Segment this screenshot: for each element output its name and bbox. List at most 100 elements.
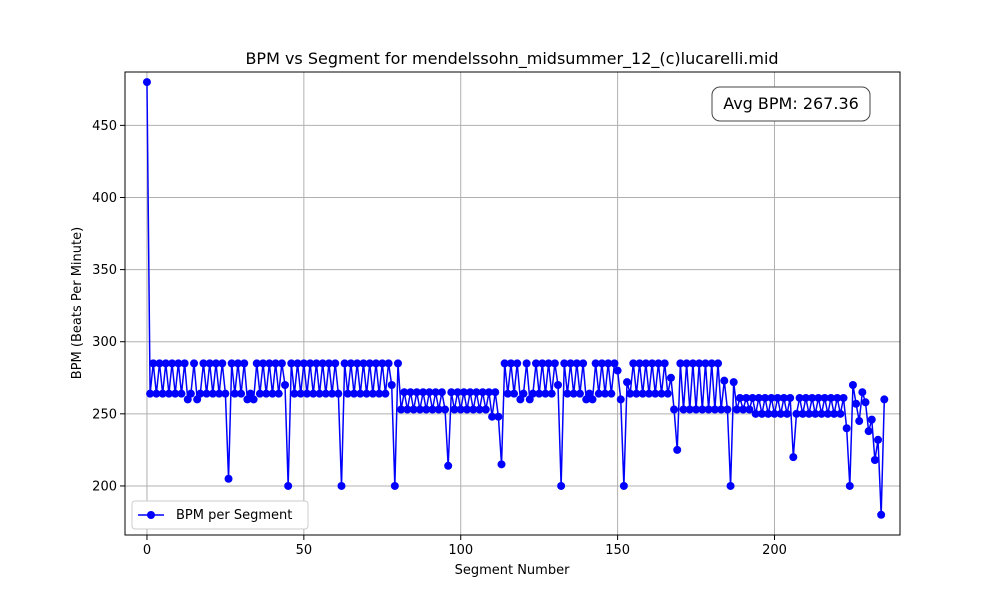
data-point — [858, 388, 867, 397]
data-point — [623, 378, 632, 387]
data-point — [230, 389, 239, 398]
data-point — [302, 389, 311, 398]
data-point — [666, 373, 675, 382]
data-point — [368, 389, 377, 398]
data-point — [428, 405, 437, 414]
data-point — [459, 388, 468, 397]
data-point — [594, 389, 603, 398]
data-point — [864, 427, 873, 436]
data-point — [619, 481, 628, 490]
data-point — [550, 359, 559, 368]
data-point — [249, 395, 258, 404]
y-tick-label: 350 — [92, 263, 117, 278]
data-point — [569, 389, 578, 398]
data-point — [350, 389, 359, 398]
data-point — [767, 393, 776, 402]
data-point — [174, 359, 183, 368]
data-point — [488, 412, 497, 421]
data-point — [751, 409, 760, 418]
data-point — [415, 405, 424, 414]
data-point — [309, 389, 318, 398]
data-point — [870, 456, 879, 464]
data-point — [406, 388, 415, 397]
data-point — [855, 417, 864, 426]
data-point — [463, 405, 471, 414]
data-point — [720, 376, 729, 385]
data-point — [506, 359, 515, 368]
data-point — [328, 389, 337, 398]
data-point — [296, 389, 305, 398]
data-point — [657, 389, 666, 398]
data-point — [397, 405, 406, 414]
data-point — [607, 389, 616, 398]
data-point — [644, 389, 653, 398]
data-point — [224, 474, 233, 483]
data-point — [215, 389, 224, 398]
data-point — [783, 409, 792, 418]
data-point — [227, 359, 236, 368]
data-point — [792, 409, 801, 418]
data-point — [158, 389, 167, 398]
data-point — [290, 389, 299, 398]
data-point — [770, 409, 779, 418]
data-point — [757, 409, 766, 418]
x-tick-label: 200 — [762, 543, 787, 558]
x-tick-label: 0 — [143, 543, 151, 558]
legend-entry: BPM per Segment — [176, 508, 292, 523]
data-point — [378, 359, 387, 368]
data-point — [274, 389, 283, 398]
data-point — [281, 380, 290, 389]
data-point — [265, 359, 274, 368]
data-point — [403, 405, 412, 414]
data-point — [575, 389, 584, 398]
data-point — [346, 359, 355, 368]
data-point — [572, 359, 581, 368]
data-point — [742, 393, 751, 402]
data-point — [563, 389, 572, 398]
data-point — [444, 461, 453, 470]
data-point — [456, 405, 465, 414]
data-point — [372, 359, 381, 368]
data-point — [180, 359, 189, 368]
data-point — [673, 445, 682, 454]
data-point — [648, 359, 657, 368]
data-point — [161, 359, 170, 368]
x-axis-label: Segment Number — [455, 563, 571, 578]
data-point — [484, 388, 493, 397]
data-point — [359, 359, 368, 368]
data-point — [205, 359, 214, 368]
data-point — [425, 388, 434, 397]
data-point — [519, 389, 528, 398]
data-point — [710, 405, 719, 414]
data-point — [218, 359, 227, 368]
data-point — [390, 481, 399, 490]
data-point — [814, 393, 823, 402]
data-point — [284, 481, 293, 490]
data-point — [494, 412, 503, 421]
data-point — [641, 359, 650, 368]
data-point — [823, 409, 832, 418]
data-point — [830, 409, 839, 418]
data-point — [601, 389, 610, 398]
data-point — [867, 415, 876, 424]
data-point — [409, 405, 418, 414]
data-point — [510, 389, 519, 398]
data-point — [626, 389, 635, 398]
data-point — [877, 510, 886, 519]
data-point — [152, 389, 161, 398]
data-point — [820, 393, 829, 402]
data-point — [478, 388, 487, 397]
y-tick-label: 300 — [92, 335, 117, 350]
data-point — [356, 389, 365, 398]
data-point — [852, 399, 861, 408]
data-point — [735, 393, 744, 402]
data-point — [833, 393, 842, 402]
data-point — [754, 393, 763, 402]
data-point — [610, 359, 619, 368]
data-point — [874, 435, 883, 444]
data-point — [805, 409, 814, 418]
data-point — [773, 393, 782, 402]
data-point — [277, 359, 286, 368]
data-point — [437, 388, 446, 397]
data-point — [779, 393, 788, 402]
